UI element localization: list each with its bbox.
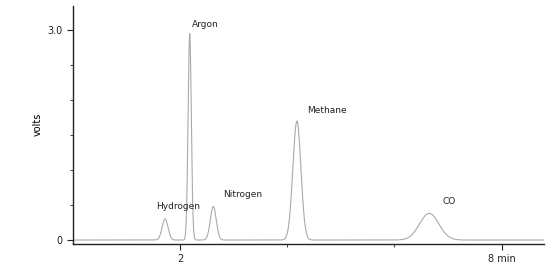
Text: Hydrogen: Hydrogen: [156, 202, 200, 211]
Text: CO: CO: [443, 197, 456, 207]
Text: Methane: Methane: [307, 106, 347, 115]
Text: Nitrogen: Nitrogen: [223, 190, 262, 199]
Y-axis label: volts: volts: [33, 113, 43, 136]
Text: Argon: Argon: [192, 20, 218, 29]
